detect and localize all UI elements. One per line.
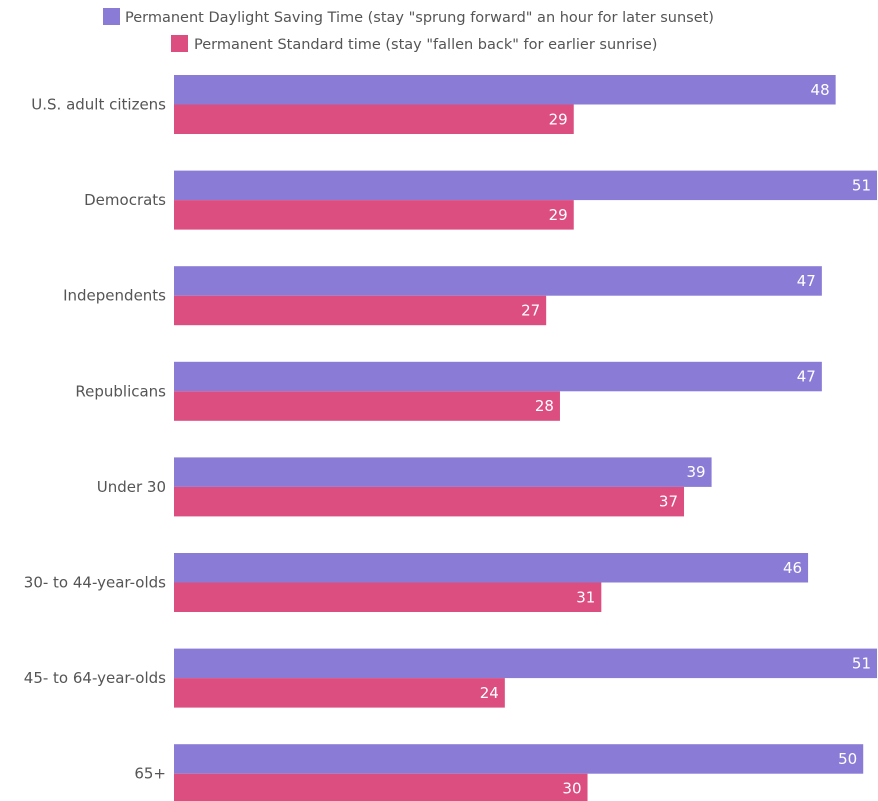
bar-dst (174, 648, 877, 679)
bar-group-democrats: Democrats 51 29 (84, 170, 877, 230)
data-label: 48 (811, 81, 830, 99)
category-label: 45- to 64-year-olds (24, 669, 166, 687)
bar-standard (174, 104, 574, 134)
bar-dst (174, 266, 822, 296)
legend-item-standard: Permanent Standard time (stay "fallen ba… (171, 35, 657, 53)
data-label: 24 (480, 684, 499, 702)
data-label: 30 (562, 779, 581, 797)
bar-group-u-s-adult-citizens: U.S. adult citizens 48 29 (31, 75, 836, 134)
category-label: 65+ (134, 765, 166, 783)
bar-group-30-to-44-year-olds: 30- to 44-year-olds 46 31 (24, 553, 809, 612)
data-label: 28 (535, 397, 554, 415)
bar-group-independents: Independents 47 27 (63, 266, 822, 326)
bar-group-45-to-64-year-olds: 45- to 64-year-olds 51 24 (24, 648, 877, 708)
data-label: 51 (852, 654, 871, 672)
bar-standard (174, 200, 574, 230)
bar-dst (174, 170, 877, 201)
data-label: 39 (686, 463, 705, 481)
legend-swatch-dst (103, 8, 120, 25)
legend-swatch-standard (171, 35, 188, 52)
legend-label-dst: Permanent Daylight Saving Time (stay "sp… (125, 10, 714, 26)
data-label: 37 (659, 493, 678, 511)
legend-item-dst: Permanent Daylight Saving Time (stay "sp… (103, 8, 714, 26)
bar-dst (174, 744, 864, 774)
bar-group-republicans: Republicans 47 28 (75, 361, 822, 421)
category-label: U.S. adult citizens (31, 96, 166, 114)
data-label: 51 (852, 176, 871, 194)
bar-standard (174, 678, 505, 708)
data-label: 31 (576, 588, 595, 606)
legend-label-standard: Permanent Standard time (stay "fallen ba… (194, 37, 657, 53)
data-label: 46 (783, 559, 802, 577)
bar-group-65: 65+ 50 30 (134, 744, 864, 801)
category-label: Republicans (75, 382, 166, 400)
category-label: 30- to 44-year-olds (24, 574, 166, 592)
plot-area: U.S. adult citizens 48 29 Democrats 51 29 Inde… (24, 75, 877, 801)
category-label: Democrats (84, 191, 166, 209)
bar-standard (174, 391, 560, 421)
bar-group-under-30: Under 30 39 37 (97, 457, 712, 517)
bar-dst (174, 457, 712, 487)
data-label: 50 (838, 750, 857, 768)
data-label: 47 (797, 368, 816, 386)
category-label: Independents (63, 287, 166, 305)
data-label: 47 (797, 272, 816, 290)
bar-dst (174, 75, 836, 105)
data-label: 29 (549, 206, 568, 224)
bar-standard (174, 486, 685, 517)
bar-dst (174, 553, 809, 583)
bar-standard (174, 582, 602, 612)
bar-standard (174, 295, 547, 326)
bar-dst (174, 361, 822, 392)
bar-standard (174, 773, 588, 801)
category-label: Under 30 (97, 478, 166, 496)
data-label: 27 (521, 301, 540, 319)
legend: Permanent Daylight Saving Time (stay "sp… (103, 8, 714, 53)
data-label: 29 (549, 110, 568, 128)
